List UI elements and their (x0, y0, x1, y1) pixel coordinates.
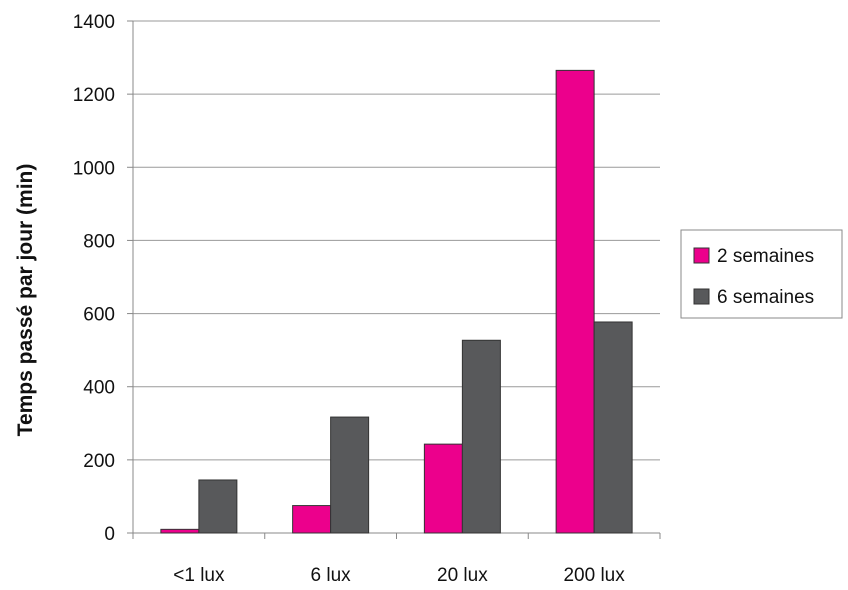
bar-series-1 (160, 528, 200, 534)
y-axis-title: Temps passé par jour (min) (14, 164, 37, 437)
x-tick-label: 200 lux (563, 565, 625, 586)
gridlines (133, 20, 660, 461)
bar-series-1 (555, 69, 595, 534)
x-tick-labels: <1 lux 6 lux 20 lux 200 lux (173, 565, 625, 586)
x-tick-label: 20 lux (437, 565, 488, 586)
legend-swatch (693, 288, 710, 305)
legend-label: 2 semaines (717, 246, 814, 267)
bar-series-2 (330, 416, 370, 534)
bar-series-2 (461, 339, 501, 534)
legend-swatch (693, 247, 710, 264)
legend: 2 semaines 6 semaines (680, 229, 843, 319)
y-tick-labels: 0 200 400 600 800 1000 1200 1400 (73, 12, 115, 545)
y-tick-label: 0 (104, 524, 115, 545)
bar-series-1 (292, 505, 332, 534)
legend-label: 6 semaines (717, 287, 814, 308)
bars (160, 69, 633, 534)
y-tick-label: 1000 (73, 158, 115, 179)
x-tick-label: 6 lux (311, 565, 352, 586)
y-tick-label: 400 (83, 378, 115, 399)
bar-series-2 (593, 321, 633, 534)
y-tick-label: 1200 (73, 85, 115, 106)
y-tick-label: 600 (83, 305, 115, 326)
bar-series-1 (423, 443, 463, 534)
x-tick-label: <1 lux (173, 565, 225, 586)
y-tick-label: 200 (83, 451, 115, 472)
y-tick-label: 1400 (73, 12, 115, 33)
y-tick-label: 800 (83, 231, 115, 252)
bar-series-2 (198, 479, 238, 534)
